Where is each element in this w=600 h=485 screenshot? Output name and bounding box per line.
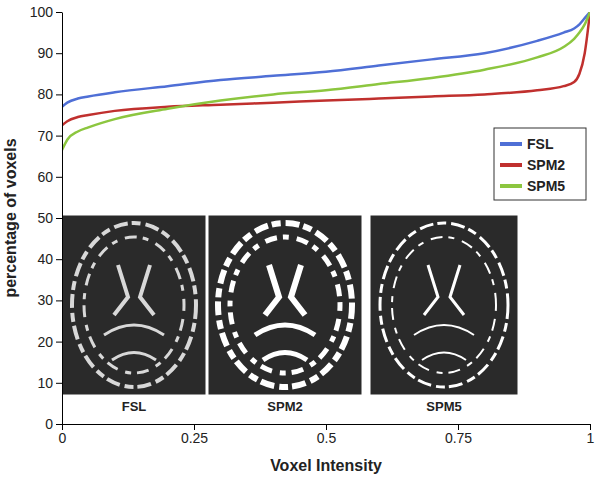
cortex-inner xyxy=(392,237,496,373)
legend-label: SPM5 xyxy=(527,178,565,194)
y-axis-title: percentage of voxels xyxy=(2,138,19,297)
y-tick-mark xyxy=(56,218,62,219)
image-caption: SPM5 xyxy=(426,399,461,414)
y-tick: 70 xyxy=(37,128,62,144)
y-tick-label: 90 xyxy=(37,45,53,61)
x-tick-label: 0.5 xyxy=(317,430,337,446)
y-tick-mark xyxy=(56,177,62,178)
cortex xyxy=(72,223,196,387)
y-tick-mark xyxy=(56,300,62,301)
x-tick: 1 xyxy=(587,424,595,446)
legend: FSL SPM2 SPM5 xyxy=(494,128,586,200)
x-tick-label: 0.75 xyxy=(445,430,472,446)
y-tick-label: 70 xyxy=(37,128,53,144)
image-background xyxy=(208,215,362,395)
y-tick-label: 0 xyxy=(45,416,53,432)
y-tick-mark xyxy=(56,12,62,13)
x-tick: 0.25 xyxy=(181,424,208,446)
y-tick: 0 xyxy=(45,416,62,432)
x-tick-label: 0.25 xyxy=(181,430,208,446)
y-tick-mark xyxy=(56,136,62,137)
y-tick: 80 xyxy=(37,86,62,102)
y-tick-label: 100 xyxy=(30,4,54,20)
y-tick-mark xyxy=(56,94,62,95)
cortex xyxy=(218,223,352,387)
occipital xyxy=(255,325,315,360)
brain-image xyxy=(370,215,518,395)
cortex-inner xyxy=(230,237,340,373)
legend-label: SPM2 xyxy=(527,157,565,173)
x-axis-title: Voxel Intensity xyxy=(270,457,382,474)
y-axis: 0 10 20 30 40 50 60 70 80 90 100 xyxy=(30,4,63,432)
y-tick-mark xyxy=(56,342,62,343)
image-background xyxy=(370,215,518,395)
y-tick: 100 xyxy=(30,4,62,20)
legend-box xyxy=(494,128,586,200)
image-background xyxy=(62,215,206,395)
image-caption: SPM2 xyxy=(267,399,302,414)
y-tick: 90 xyxy=(37,45,62,61)
plot: FSLSPM2SPM500.250.50.7510102030405060708… xyxy=(30,4,595,446)
brain-image xyxy=(62,215,206,395)
y-tick-label: 30 xyxy=(37,292,53,308)
deep-structures xyxy=(424,265,464,315)
deep-structures xyxy=(265,265,305,315)
legend-swatch xyxy=(500,142,522,146)
x-tick: 0.5 xyxy=(317,424,337,446)
cortex-inner xyxy=(84,237,184,373)
y-tick-label: 60 xyxy=(37,169,53,185)
x-tick-label: 1 xyxy=(587,430,595,446)
occipital xyxy=(414,325,474,360)
y-tick-mark xyxy=(56,259,62,260)
y-tick: 60 xyxy=(37,169,62,185)
y-tick: 10 xyxy=(37,375,62,391)
y-tick-label: 20 xyxy=(37,334,53,350)
x-tick: 0 xyxy=(59,424,67,446)
series-line xyxy=(62,12,590,125)
legend-swatch xyxy=(500,163,522,167)
legend-swatch xyxy=(500,184,522,188)
deep-structures xyxy=(114,265,154,315)
cortex xyxy=(380,223,508,387)
y-tick-mark xyxy=(56,53,62,54)
y-tick-label: 40 xyxy=(37,251,53,267)
chart: FSLSPM2SPM500.250.50.7510102030405060708… xyxy=(0,0,600,485)
y-tick-mark xyxy=(56,424,62,425)
y-axis-line xyxy=(62,13,63,425)
y-tick: 20 xyxy=(37,334,62,350)
y-tick-label: 10 xyxy=(37,375,53,391)
y-tick-label: 80 xyxy=(37,86,53,102)
y-tick: 40 xyxy=(37,251,62,267)
y-tick-mark xyxy=(56,383,62,384)
x-tick: 0.75 xyxy=(445,424,472,446)
occipital xyxy=(104,325,164,360)
x-tick-label: 0 xyxy=(59,430,67,446)
brain-image xyxy=(208,215,362,395)
image-caption: FSL xyxy=(122,399,147,414)
brain-images xyxy=(62,215,518,395)
y-tick: 50 xyxy=(37,210,62,226)
x-axis: 0 0.25 0.5 0.75 1 xyxy=(59,424,595,446)
legend-label: FSL xyxy=(527,136,554,152)
y-tick: 30 xyxy=(37,292,62,308)
y-tick-label: 50 xyxy=(37,210,53,226)
